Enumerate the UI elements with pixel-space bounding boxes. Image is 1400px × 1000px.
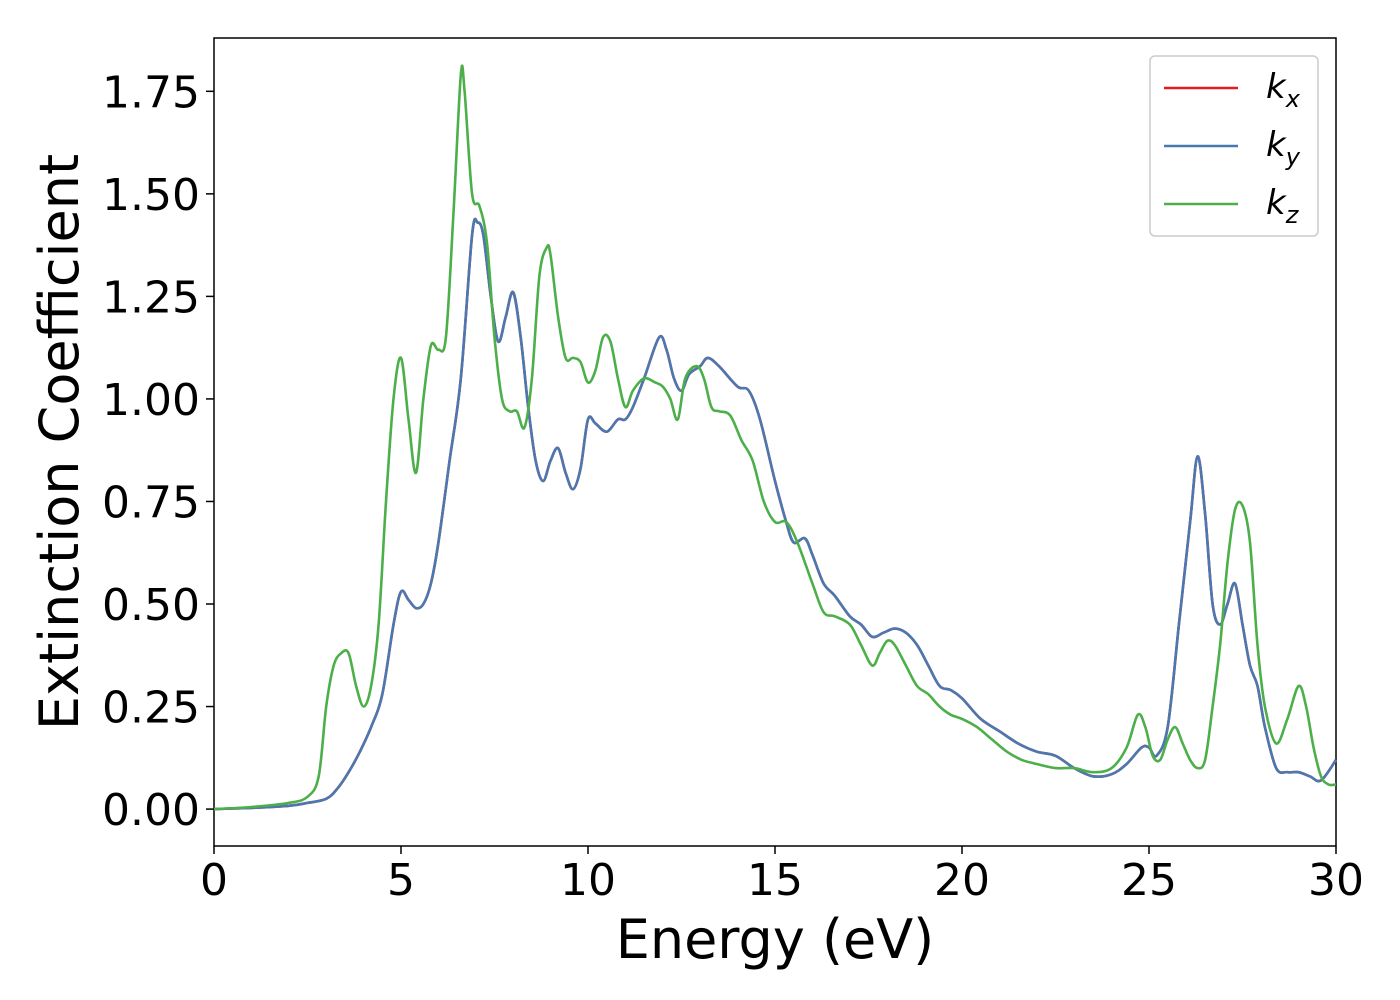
legend-label-subscript: y xyxy=(1285,143,1301,171)
x-axis-title: Energy (eV) xyxy=(616,908,935,971)
x-tick-label: 0 xyxy=(200,855,228,906)
y-tick-label: 0.00 xyxy=(102,785,200,836)
x-tick-label: 20 xyxy=(934,855,990,906)
series-layer xyxy=(213,64,1338,811)
legend-label-subscript: x xyxy=(1285,85,1301,113)
y-tick-label: 0.25 xyxy=(102,683,200,734)
x-tick-label: 10 xyxy=(560,855,616,906)
y-tick-label: 1.25 xyxy=(102,272,200,323)
x-axis-ticks: 0 5 10 15 20 25 30 xyxy=(200,846,1364,906)
y-tick-label: 1.50 xyxy=(102,170,200,221)
y-tick-label: 0.50 xyxy=(102,580,200,631)
y-tick-label: 1.75 xyxy=(102,67,200,118)
x-tick-label: 5 xyxy=(387,855,415,906)
x-tick-label: 25 xyxy=(1121,855,1177,906)
y-tick-label: 1.00 xyxy=(102,375,200,426)
legend-label-subscript: z xyxy=(1285,201,1300,229)
y-axis-ticks: 0.00 0.25 0.50 0.75 1.00 1.25 1.50 1.75 xyxy=(102,67,214,836)
x-tick-label: 30 xyxy=(1308,855,1364,906)
series-line-y xyxy=(213,217,1338,811)
y-tick-label: 0.75 xyxy=(102,477,200,528)
series-line-z xyxy=(213,64,1337,811)
y-axis-title: Extinction Coefficient xyxy=(28,154,91,730)
x-tick-label: 15 xyxy=(747,855,803,906)
